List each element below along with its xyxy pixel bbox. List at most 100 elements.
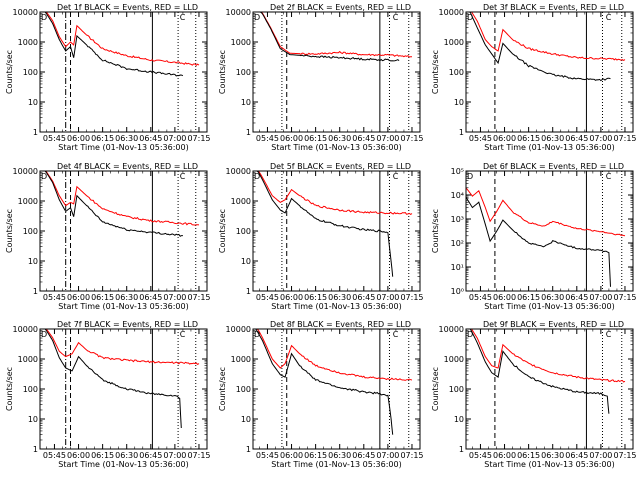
chart-title: Det 5f BLACK = Events, RED = LLD bbox=[270, 162, 411, 171]
x-tick-label: 07:15 bbox=[400, 134, 423, 143]
x-tick-label: 06:15 bbox=[91, 451, 114, 460]
chart-title: Det 3f BLACK = Events, RED = LLD bbox=[483, 3, 624, 12]
x-axis-label: Start Time (01-Nov-13 05:36:00) bbox=[484, 302, 614, 311]
plot-frame bbox=[252, 328, 421, 450]
plot-frame bbox=[39, 328, 208, 450]
y-tick-label: 1000 bbox=[231, 355, 251, 364]
x-axis-label: Start Time (01-Nov-13 05:36:00) bbox=[271, 143, 401, 152]
y-tick-label: 10000 bbox=[226, 325, 251, 334]
x-tick-label: 07:15 bbox=[400, 293, 423, 302]
x-tick-label: 05:45 bbox=[469, 451, 492, 460]
y-tick-label: 100 bbox=[449, 385, 464, 394]
y-tick-label: 100 bbox=[23, 68, 38, 77]
x-tick-label: 06:00 bbox=[67, 293, 90, 302]
chart-title: Det 1f BLACK = Events, RED = LLD bbox=[57, 3, 198, 12]
x-axis-label: Start Time (01-Nov-13 05:36:00) bbox=[484, 143, 614, 152]
y-tick-label: 10000 bbox=[439, 8, 464, 17]
x-tick-label: 06:15 bbox=[304, 293, 327, 302]
y-tick-label: 10 bbox=[28, 415, 38, 424]
y-tick-label: 10⁰ bbox=[451, 287, 464, 296]
x-tick-label: 07:00 bbox=[376, 451, 399, 460]
y-tick-label: 10 bbox=[454, 98, 464, 107]
corner-mark-c: C bbox=[180, 13, 186, 22]
x-tick-label: 05:45 bbox=[469, 134, 492, 143]
x-tick-label: 07:15 bbox=[187, 134, 210, 143]
corner-mark-c: C bbox=[180, 330, 186, 339]
x-tick-label: 06:30 bbox=[328, 451, 351, 460]
x-axis-label: Start Time (01-Nov-13 05:36:00) bbox=[58, 302, 188, 311]
x-tick-label: 06:15 bbox=[91, 134, 114, 143]
chart-title: Det 4f BLACK = Events, RED = LLD bbox=[57, 162, 198, 171]
x-tick-label: 05:45 bbox=[43, 293, 66, 302]
chart-title: Det 8f BLACK = Events, RED = LLD bbox=[270, 320, 411, 329]
x-tick-label: 06:15 bbox=[517, 451, 540, 460]
x-tick-label: 07:00 bbox=[589, 134, 612, 143]
x-tick-label: 05:45 bbox=[256, 134, 279, 143]
x-axis-label: Start Time (01-Nov-13 05:36:00) bbox=[58, 460, 188, 469]
chart-title: Det 9f BLACK = Events, RED = LLD bbox=[483, 320, 624, 329]
y-axis-label: Counts/sec bbox=[218, 50, 227, 94]
x-tick-label: 06:00 bbox=[493, 293, 516, 302]
x-tick-label: 07:00 bbox=[376, 134, 399, 143]
chart-panel-3: Det 3f BLACK = Events, RED = LLD Counts/s… bbox=[431, 3, 637, 152]
series-line-lld bbox=[253, 328, 413, 381]
chart-panel-7: Det 7f BLACK = Events, RED = LLD Counts/s… bbox=[5, 320, 211, 469]
chart-panel-1: Det 1f BLACK = Events, RED = LLD Counts/s… bbox=[5, 3, 211, 152]
y-tick-label: 10⁵ bbox=[451, 167, 464, 176]
x-tick-label: 06:00 bbox=[280, 293, 303, 302]
y-axis-label: Counts/sec bbox=[218, 209, 227, 253]
y-tick-label: 1 bbox=[33, 445, 38, 454]
corner-mark-d: D bbox=[254, 13, 260, 22]
corner-mark-c: C bbox=[393, 13, 399, 22]
corner-mark-c: C bbox=[606, 13, 612, 22]
chart-panel-6: Det 6f BLACK = Events, RED = LLD Counts/s… bbox=[431, 162, 637, 311]
y-axis-label: Counts/sec bbox=[431, 209, 440, 253]
y-tick-label: 1000 bbox=[18, 355, 38, 364]
y-tick-label: 10000 bbox=[226, 8, 251, 17]
x-tick-label: 07:15 bbox=[187, 451, 210, 460]
corner-mark-d: D bbox=[41, 330, 47, 339]
y-tick-label: 100 bbox=[236, 385, 251, 394]
x-tick-label: 06:30 bbox=[115, 451, 138, 460]
corner-mark-d: D bbox=[41, 13, 47, 22]
y-tick-label: 10 bbox=[454, 415, 464, 424]
x-axis-label: Start Time (01-Nov-13 05:36:00) bbox=[484, 460, 614, 469]
x-tick-label: 06:45 bbox=[565, 134, 588, 143]
chart-panel-5: Det 5f BLACK = Events, RED = LLD Counts/s… bbox=[218, 162, 424, 311]
series-line-lld bbox=[40, 11, 200, 66]
corner-mark-c: C bbox=[393, 330, 399, 339]
x-tick-label: 06:15 bbox=[304, 451, 327, 460]
x-tick-label: 06:30 bbox=[541, 293, 564, 302]
y-tick-label: 1 bbox=[246, 287, 251, 296]
x-axis-label: Start Time (01-Nov-13 05:36:00) bbox=[271, 302, 401, 311]
x-tick-label: 07:00 bbox=[589, 293, 612, 302]
y-tick-label: 10 bbox=[241, 415, 251, 424]
y-tick-label: 1 bbox=[246, 445, 251, 454]
corner-mark-d: D bbox=[467, 172, 473, 181]
x-tick-label: 06:15 bbox=[91, 293, 114, 302]
y-tick-label: 100 bbox=[23, 385, 38, 394]
series-line-events bbox=[253, 328, 394, 435]
x-tick-label: 05:45 bbox=[256, 293, 279, 302]
corner-mark-c: C bbox=[606, 172, 612, 181]
chart-panel-2: Det 2f BLACK = Events, RED = LLD Counts/s… bbox=[218, 3, 424, 152]
x-tick-label: 06:30 bbox=[328, 293, 351, 302]
x-tick-label: 06:30 bbox=[328, 134, 351, 143]
corner-mark-c: C bbox=[393, 172, 399, 181]
x-tick-label: 06:30 bbox=[115, 134, 138, 143]
y-tick-label: 1 bbox=[246, 128, 251, 137]
y-tick-label: 100 bbox=[449, 68, 464, 77]
y-tick-label: 10000 bbox=[226, 167, 251, 176]
y-tick-label: 1000 bbox=[444, 38, 464, 47]
series-line-events bbox=[40, 11, 184, 77]
corner-mark-c: C bbox=[606, 330, 612, 339]
plot-frame bbox=[252, 170, 421, 292]
series-line-events bbox=[40, 170, 183, 237]
x-tick-label: 05:45 bbox=[43, 134, 66, 143]
y-tick-label: 10 bbox=[241, 98, 251, 107]
series-line-events bbox=[253, 11, 400, 62]
y-tick-label: 1000 bbox=[18, 197, 38, 206]
series-line-events bbox=[466, 11, 611, 82]
y-tick-label: 10 bbox=[28, 257, 38, 266]
chart-panel-4: Det 4f BLACK = Events, RED = LLD Counts/s… bbox=[5, 162, 211, 311]
